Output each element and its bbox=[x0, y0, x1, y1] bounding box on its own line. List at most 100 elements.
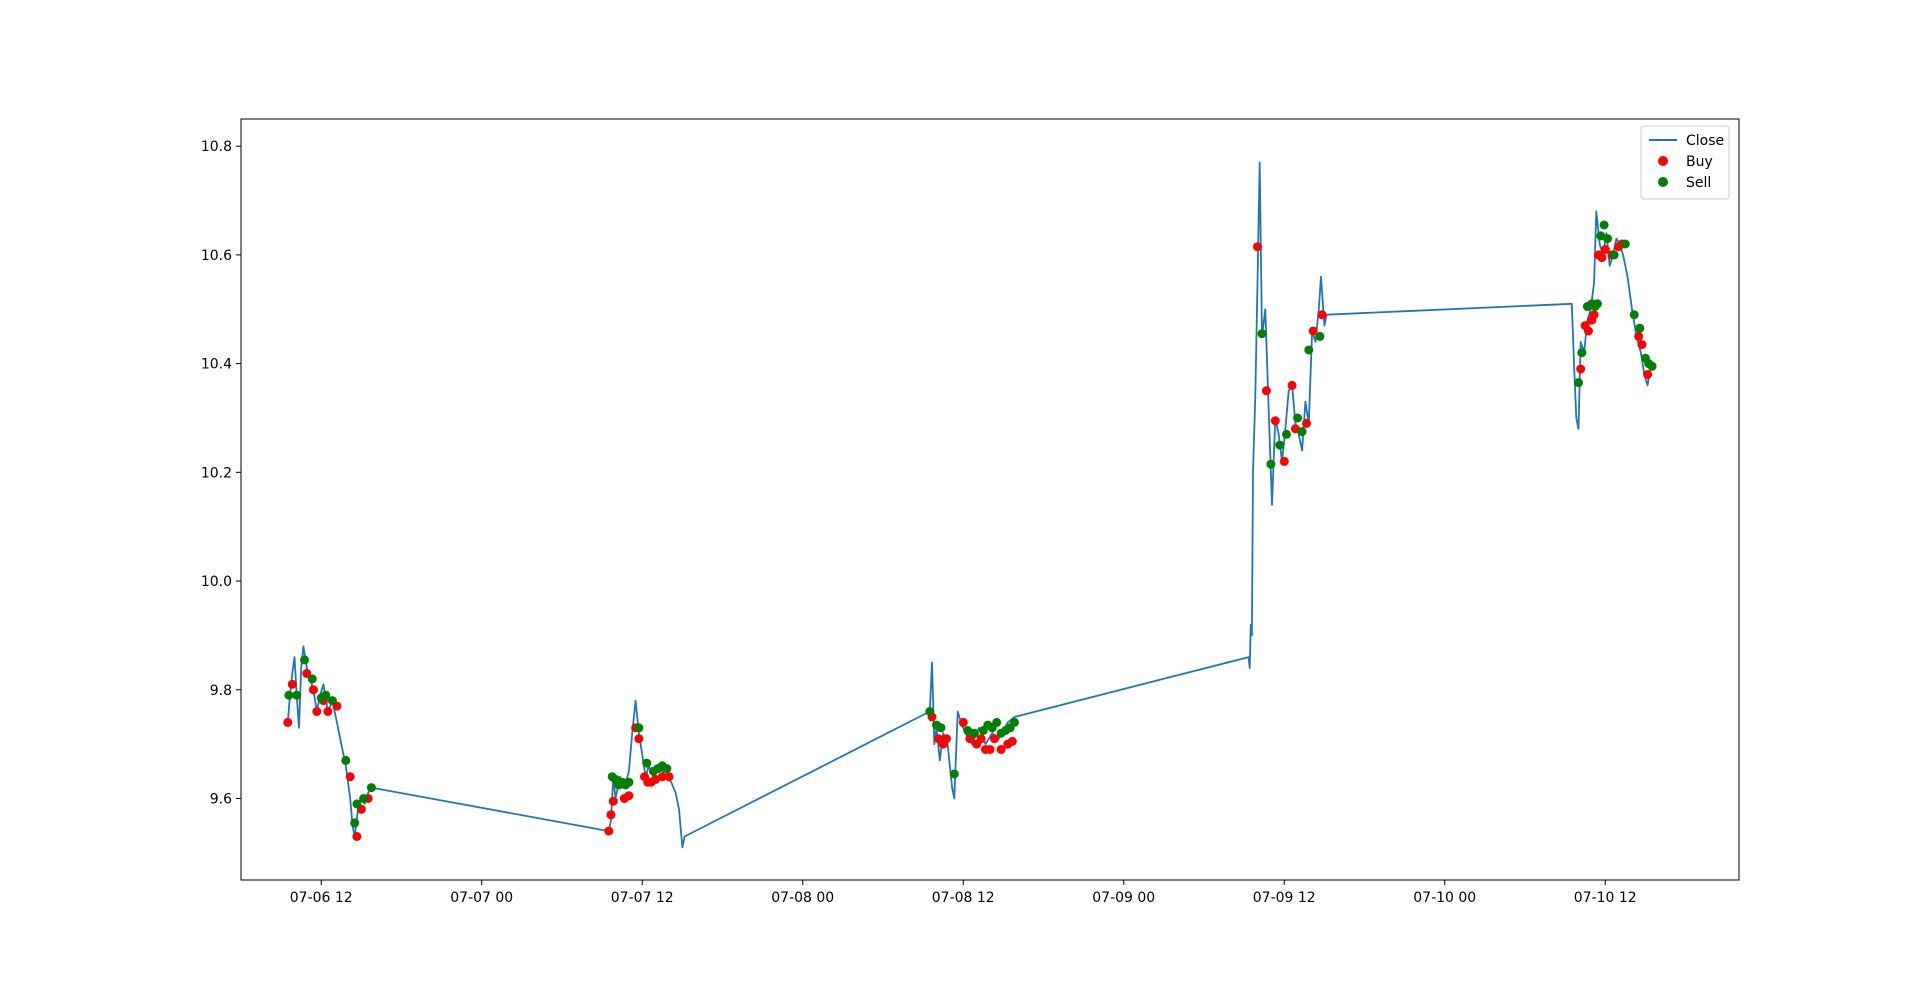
x-tick-label: 07-07 00 bbox=[450, 890, 513, 906]
buy-point bbox=[1600, 245, 1610, 254]
sell-point bbox=[662, 764, 672, 774]
buy-point bbox=[1261, 386, 1271, 396]
sell-point bbox=[284, 690, 294, 700]
x-tick-label: 07-10 00 bbox=[1413, 890, 1476, 906]
buy-point bbox=[608, 796, 618, 806]
buy-point bbox=[996, 745, 1006, 754]
y-tick-label: 10.6 bbox=[201, 248, 232, 264]
buy-point bbox=[287, 679, 297, 689]
sell-point bbox=[925, 707, 935, 716]
buy-point bbox=[1279, 456, 1289, 466]
legend-label-close: Close bbox=[1686, 133, 1724, 149]
legend: Close Buy Sell bbox=[1640, 125, 1730, 200]
sell-point bbox=[292, 690, 302, 700]
legend-swatch-buy bbox=[1658, 156, 1668, 166]
buy-point bbox=[606, 810, 616, 820]
x-tick-label: 07-06 12 bbox=[290, 890, 353, 906]
x-axis: 07-06 12 07-07 00 07-07 12 07-08 00 07-08 12… bbox=[290, 880, 1637, 906]
sell-point bbox=[341, 755, 351, 765]
sell-point bbox=[1609, 250, 1619, 260]
sell-point bbox=[969, 728, 979, 738]
sell-point bbox=[936, 723, 946, 733]
y-tick-label: 10.8 bbox=[201, 139, 232, 155]
sell-point bbox=[1620, 239, 1630, 249]
buy-point bbox=[976, 734, 986, 744]
buy-point bbox=[308, 685, 318, 695]
sell-point bbox=[1603, 234, 1612, 244]
buy-point bbox=[323, 707, 333, 716]
plot-layer bbox=[283, 161, 1657, 849]
x-tick-label: 07-09 12 bbox=[1253, 890, 1316, 906]
legend-swatch-sell bbox=[1658, 177, 1668, 187]
x-tick-label: 07-07 12 bbox=[611, 890, 674, 906]
buy-point bbox=[1584, 326, 1593, 336]
sell-point bbox=[1293, 413, 1303, 423]
x-tick-label: 07-08 12 bbox=[932, 890, 995, 906]
buy-point bbox=[1270, 416, 1280, 426]
plot-frame bbox=[240, 118, 1740, 881]
y-tick-label: 9.8 bbox=[210, 683, 232, 699]
x-tick-label: 07-10 12 bbox=[1574, 890, 1637, 906]
sell-point bbox=[992, 717, 1002, 727]
sell-point bbox=[1647, 361, 1657, 371]
x-tick-label: 07-08 00 bbox=[771, 890, 834, 906]
buy-point bbox=[985, 745, 995, 754]
buy-point bbox=[1317, 310, 1327, 320]
sell-point bbox=[307, 674, 317, 684]
sell-point bbox=[1577, 348, 1587, 358]
buy-point bbox=[1597, 253, 1607, 263]
buy-point bbox=[352, 832, 362, 841]
sell-point bbox=[1275, 440, 1285, 450]
y-axis: 9.6 9.8 10.0 10.2 10.4 10.6 10.8 bbox=[201, 139, 241, 807]
buy-point bbox=[1287, 380, 1297, 390]
buy-point bbox=[942, 734, 951, 744]
buy-point bbox=[990, 734, 999, 744]
sell-point bbox=[1304, 345, 1314, 355]
buy-point bbox=[958, 717, 968, 727]
sell-point bbox=[359, 794, 369, 803]
y-tick-label: 10.0 bbox=[201, 574, 232, 590]
buy-point bbox=[345, 772, 355, 782]
sell-point bbox=[350, 818, 360, 828]
y-tick-label: 10.2 bbox=[201, 465, 232, 481]
buy-point bbox=[1643, 370, 1653, 379]
buy-point bbox=[1302, 418, 1311, 428]
sell-point bbox=[300, 655, 309, 665]
y-tick-label: 9.6 bbox=[210, 791, 232, 807]
sell-point bbox=[352, 799, 362, 809]
buy-point bbox=[283, 717, 293, 727]
buy-point bbox=[1637, 340, 1647, 350]
sell-point bbox=[1297, 427, 1307, 437]
sell-point bbox=[1629, 310, 1639, 320]
buy-point bbox=[1576, 364, 1586, 374]
buy-point bbox=[312, 707, 322, 716]
sell-point bbox=[642, 758, 652, 768]
buy-point bbox=[1589, 310, 1599, 320]
buy-point bbox=[1634, 331, 1644, 341]
buy-point bbox=[302, 668, 312, 678]
sell-point bbox=[366, 783, 376, 793]
sell-point bbox=[1599, 220, 1609, 230]
sell-point bbox=[949, 769, 959, 779]
sell-point bbox=[1574, 378, 1583, 388]
sell-point bbox=[1257, 329, 1267, 339]
buy-point bbox=[634, 734, 644, 744]
buy-point bbox=[1007, 736, 1017, 746]
sell-point bbox=[1266, 459, 1276, 469]
buy-point bbox=[657, 772, 667, 782]
sell-point bbox=[634, 723, 644, 733]
legend-label-buy: Buy bbox=[1686, 154, 1713, 170]
buy-point bbox=[624, 791, 634, 801]
sell-point bbox=[1282, 429, 1291, 439]
buy-point bbox=[1308, 326, 1318, 336]
sell-point bbox=[624, 777, 634, 787]
x-tick-label: 07-09 00 bbox=[1092, 890, 1155, 906]
buy-point bbox=[664, 772, 674, 782]
buy-point bbox=[604, 826, 614, 836]
buy-point bbox=[1253, 242, 1262, 252]
y-tick-label: 10.4 bbox=[201, 357, 232, 373]
sell-point bbox=[327, 696, 337, 706]
